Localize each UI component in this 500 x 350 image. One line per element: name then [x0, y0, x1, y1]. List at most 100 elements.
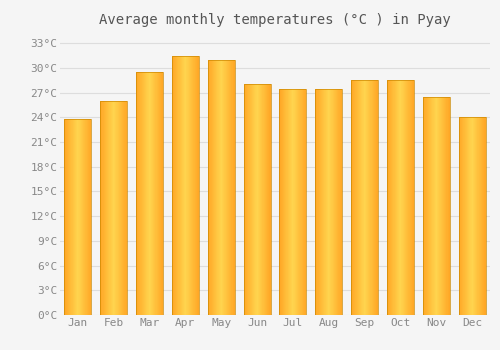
Bar	[448, 97, 449, 315]
Bar	[136, 72, 138, 315]
Bar	[371, 80, 372, 315]
Bar	[286, 89, 287, 315]
Bar	[114, 101, 115, 315]
Bar	[438, 97, 439, 315]
Bar	[190, 56, 191, 315]
Bar	[296, 89, 298, 315]
Bar	[321, 89, 322, 315]
Bar	[208, 60, 234, 315]
Bar	[104, 101, 105, 315]
Bar	[102, 101, 103, 315]
Bar	[91, 119, 92, 315]
Bar	[244, 84, 270, 315]
Bar	[73, 119, 74, 315]
Bar	[285, 89, 286, 315]
Bar	[147, 72, 148, 315]
Bar	[302, 89, 303, 315]
Bar	[317, 89, 318, 315]
Bar	[339, 89, 340, 315]
Bar	[257, 84, 258, 315]
Bar	[336, 89, 337, 315]
Bar	[138, 72, 139, 315]
Bar	[294, 89, 295, 315]
Bar	[187, 56, 188, 315]
Bar	[143, 72, 144, 315]
Bar	[394, 80, 395, 315]
Bar	[372, 80, 373, 315]
Bar	[398, 80, 399, 315]
Bar	[172, 56, 199, 315]
Bar	[229, 60, 230, 315]
Bar	[81, 119, 82, 315]
Bar	[144, 72, 145, 315]
Bar	[79, 119, 80, 315]
Bar	[198, 56, 199, 315]
Bar	[374, 80, 375, 315]
Bar	[108, 101, 109, 315]
Bar	[82, 119, 83, 315]
Bar	[154, 72, 155, 315]
Bar	[392, 80, 393, 315]
Bar	[208, 60, 209, 315]
Bar	[410, 80, 411, 315]
Bar	[249, 84, 250, 315]
Bar	[481, 117, 482, 315]
Bar	[156, 72, 157, 315]
Bar	[445, 97, 446, 315]
Bar	[300, 89, 301, 315]
Bar	[352, 80, 353, 315]
Bar	[197, 56, 198, 315]
Bar	[359, 80, 360, 315]
Bar	[479, 117, 480, 315]
Bar	[76, 119, 77, 315]
Bar	[409, 80, 410, 315]
Bar	[485, 117, 486, 315]
Bar	[434, 97, 435, 315]
Bar	[400, 80, 401, 315]
Bar	[158, 72, 160, 315]
Bar	[213, 60, 214, 315]
Bar	[329, 89, 330, 315]
Bar	[88, 119, 89, 315]
Bar	[442, 97, 444, 315]
Bar	[67, 119, 68, 315]
Bar	[341, 89, 342, 315]
Title: Average monthly temperatures (°C ) in Pyay: Average monthly temperatures (°C ) in Py…	[99, 13, 451, 27]
Bar	[144, 72, 146, 315]
Bar	[254, 84, 255, 315]
Bar	[433, 97, 434, 315]
Bar	[174, 56, 175, 315]
Bar	[290, 89, 291, 315]
Bar	[353, 80, 354, 315]
Bar	[431, 97, 432, 315]
Bar	[106, 101, 107, 315]
Bar	[228, 60, 229, 315]
Bar	[364, 80, 365, 315]
Bar	[87, 119, 88, 315]
Bar	[447, 97, 448, 315]
Bar	[136, 72, 163, 315]
Bar	[425, 97, 426, 315]
Bar	[360, 80, 361, 315]
Bar	[250, 84, 251, 315]
Bar	[72, 119, 73, 315]
Bar	[356, 80, 357, 315]
Bar	[232, 60, 233, 315]
Bar	[462, 117, 463, 315]
Bar	[69, 119, 70, 315]
Bar	[64, 119, 92, 315]
Bar	[323, 89, 324, 315]
Bar	[320, 89, 322, 315]
Bar	[411, 80, 412, 315]
Bar	[185, 56, 186, 315]
Bar	[142, 72, 143, 315]
Bar	[283, 89, 284, 315]
Bar	[192, 56, 193, 315]
Bar	[161, 72, 162, 315]
Bar	[355, 80, 356, 315]
Bar	[184, 56, 185, 315]
Bar	[338, 89, 339, 315]
Bar	[153, 72, 154, 315]
Bar	[75, 119, 76, 315]
Bar	[100, 101, 101, 315]
